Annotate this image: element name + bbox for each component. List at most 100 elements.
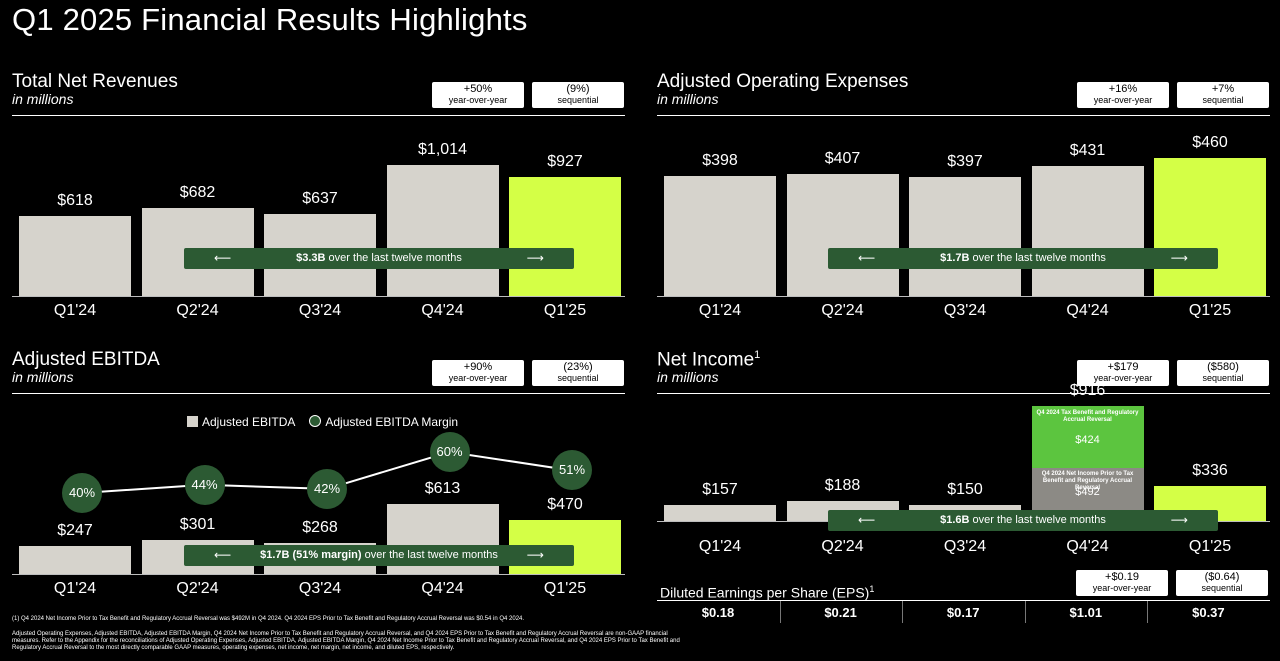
- category-label: Q3'24: [943, 302, 987, 319]
- category-label: Q1'25: [1188, 538, 1232, 555]
- panel-title: Total Net Revenues: [12, 71, 178, 92]
- arrow-right-icon: ⟶: [526, 548, 544, 562]
- footnote-2: Adjusted Operating Expenses, Adjusted EB…: [12, 631, 680, 651]
- sequential-badge: ($580) sequential: [1177, 360, 1269, 386]
- eps-divider: [779, 601, 781, 623]
- eps-value: $0.17: [946, 605, 980, 620]
- bar-q324: [909, 176, 1021, 296]
- bar-value-label: $431: [1069, 142, 1106, 160]
- category-label: Q1'25: [543, 580, 587, 597]
- category-label: Q4'24: [421, 302, 464, 319]
- bar-q224: [786, 173, 899, 296]
- baseline: [12, 296, 625, 297]
- yoy-badge: +90% year-over-year: [432, 360, 524, 386]
- bar-value-label: $470: [547, 496, 583, 514]
- ttm-banner: ⟵ $3.3B over the last twelve months ⟶: [184, 248, 574, 269]
- bar-q124: [19, 545, 131, 574]
- margin-point: 60%: [429, 432, 470, 472]
- ttm-bold: $1.7B: [940, 252, 970, 264]
- bar-value-label: $637: [302, 189, 338, 207]
- bar-q125: [1154, 157, 1266, 296]
- bar-value-label: $613: [424, 479, 461, 497]
- bar-value-label: $157: [702, 480, 738, 498]
- category-label: Q4'24: [421, 580, 464, 597]
- arrow-left-icon: ⟵: [214, 251, 232, 265]
- category-label: Q1'25: [1188, 302, 1232, 319]
- category-label: Q3'24: [298, 302, 342, 319]
- eps-value: $1.01: [1069, 605, 1103, 620]
- badge-label: sequential: [557, 373, 599, 383]
- eps-divider: [1147, 601, 1149, 623]
- baseline: [12, 574, 625, 575]
- panel-netincome: Net Income1 in millions +$179 year-over-yea…: [657, 349, 1270, 629]
- badge-label: year-over-year: [448, 95, 508, 105]
- badge-value: (23%): [563, 361, 593, 373]
- category-label: Q3'24: [943, 538, 987, 555]
- ttm-text: $3.3B over the last twelve months: [296, 252, 462, 264]
- legend-bar-label: Adjusted EBITDA: [202, 415, 296, 429]
- bar-value-label: $398: [702, 152, 738, 170]
- bar-value-label: $397: [947, 152, 983, 170]
- eps-value: $0.18: [701, 605, 735, 620]
- bar-value-label: $301: [179, 515, 216, 533]
- header-rule: [657, 115, 1270, 116]
- category-label: Q1'24: [53, 302, 97, 319]
- bar-q4-tax-benefit: [1031, 405, 1144, 468]
- badge-value: +7%: [1211, 83, 1235, 95]
- ttm-banner: ⟵ $1.7B (51% margin) over the last twelve…: [184, 545, 574, 566]
- bar-q125: [509, 176, 621, 296]
- panel-title: Adjusted EBITDA: [12, 349, 160, 370]
- bar-value-label: $682: [179, 184, 216, 202]
- badge-value: +16%: [1108, 83, 1138, 95]
- page-title: Q1 2025 Financial Results Highlights: [12, 2, 528, 37]
- baseline: [657, 296, 1270, 297]
- bar-value-label: $188: [824, 477, 861, 495]
- badge-value: +$0.19: [1105, 571, 1139, 583]
- badge-value: +50%: [463, 83, 493, 95]
- badge-label: year-over-year: [1093, 373, 1153, 383]
- badge-value: ($0.64): [1204, 571, 1240, 583]
- header-rule: [657, 393, 1270, 394]
- arrow-right-icon: ⟶: [526, 251, 544, 265]
- category-label: Q1'24: [53, 580, 97, 597]
- badge-label: sequential: [1202, 95, 1244, 105]
- badge-label: sequential: [1201, 583, 1243, 593]
- sequential-badge: (9%) sequential: [532, 82, 624, 108]
- bar-q424: [386, 165, 499, 296]
- panel-subtitle: in millions: [657, 91, 719, 107]
- eps-value: $0.37: [1192, 605, 1225, 620]
- ttm-text: $1.7B (51% margin) over the last twelve …: [260, 549, 498, 561]
- ttm-text: $1.7B over the last twelve months: [940, 252, 1106, 264]
- badge-value: +90%: [463, 361, 493, 373]
- bar-value-label: $336: [1192, 461, 1228, 479]
- ttm-text: $1.6B over the last twelve months: [940, 514, 1106, 526]
- margin-point: 51%: [552, 450, 592, 491]
- yoy-badge: +50% year-over-year: [432, 82, 524, 108]
- bar-value-label: $407: [824, 149, 861, 167]
- ttm-banner: ⟵ $1.6B over the last twelve months ⟶: [828, 510, 1218, 531]
- badge-label: year-over-year: [1093, 95, 1153, 105]
- bar-q424: [1031, 166, 1144, 296]
- bar-q124: [664, 176, 776, 296]
- bar-q124: [664, 504, 776, 521]
- q4-tax-benefit-label: Q4 2024 Tax Benefit and Regulatory Accru…: [1036, 409, 1139, 423]
- category-label: Q1'24: [698, 538, 742, 555]
- arrow-left-icon: ⟵: [858, 513, 876, 527]
- legend-line-label: Adjusted EBITDA Margin: [325, 415, 459, 429]
- panel-opex: Adjusted Operating Expenses in millions +1…: [657, 71, 1270, 351]
- panel-subtitle: in millions: [657, 369, 719, 385]
- bar-value-label: $268: [302, 519, 338, 537]
- eps-rule: [657, 600, 1270, 601]
- category-label: Q1'24: [698, 302, 742, 319]
- eps-title-sup: 1: [869, 584, 875, 594]
- ttm-banner: ⟵ $1.7B over the last twelve months ⟶: [828, 248, 1218, 269]
- yoy-badge: +$179 year-over-year: [1077, 360, 1169, 386]
- category-label: Q3'24: [298, 580, 342, 597]
- ttm-bold: $1.7B (51% margin): [260, 549, 362, 561]
- panel-title: Adjusted Operating Expenses: [657, 71, 909, 92]
- bar-value-label: $150: [947, 481, 983, 499]
- footnote-1: (1) Q4 2024 Net Income Prior to Tax Bene…: [12, 616, 525, 622]
- yoy-badge: +16% year-over-year: [1077, 82, 1169, 108]
- bar-value-label: $916: [1069, 381, 1106, 399]
- chart-legend: Adjusted EBITDA Adjusted EBITDA Margin: [187, 415, 458, 429]
